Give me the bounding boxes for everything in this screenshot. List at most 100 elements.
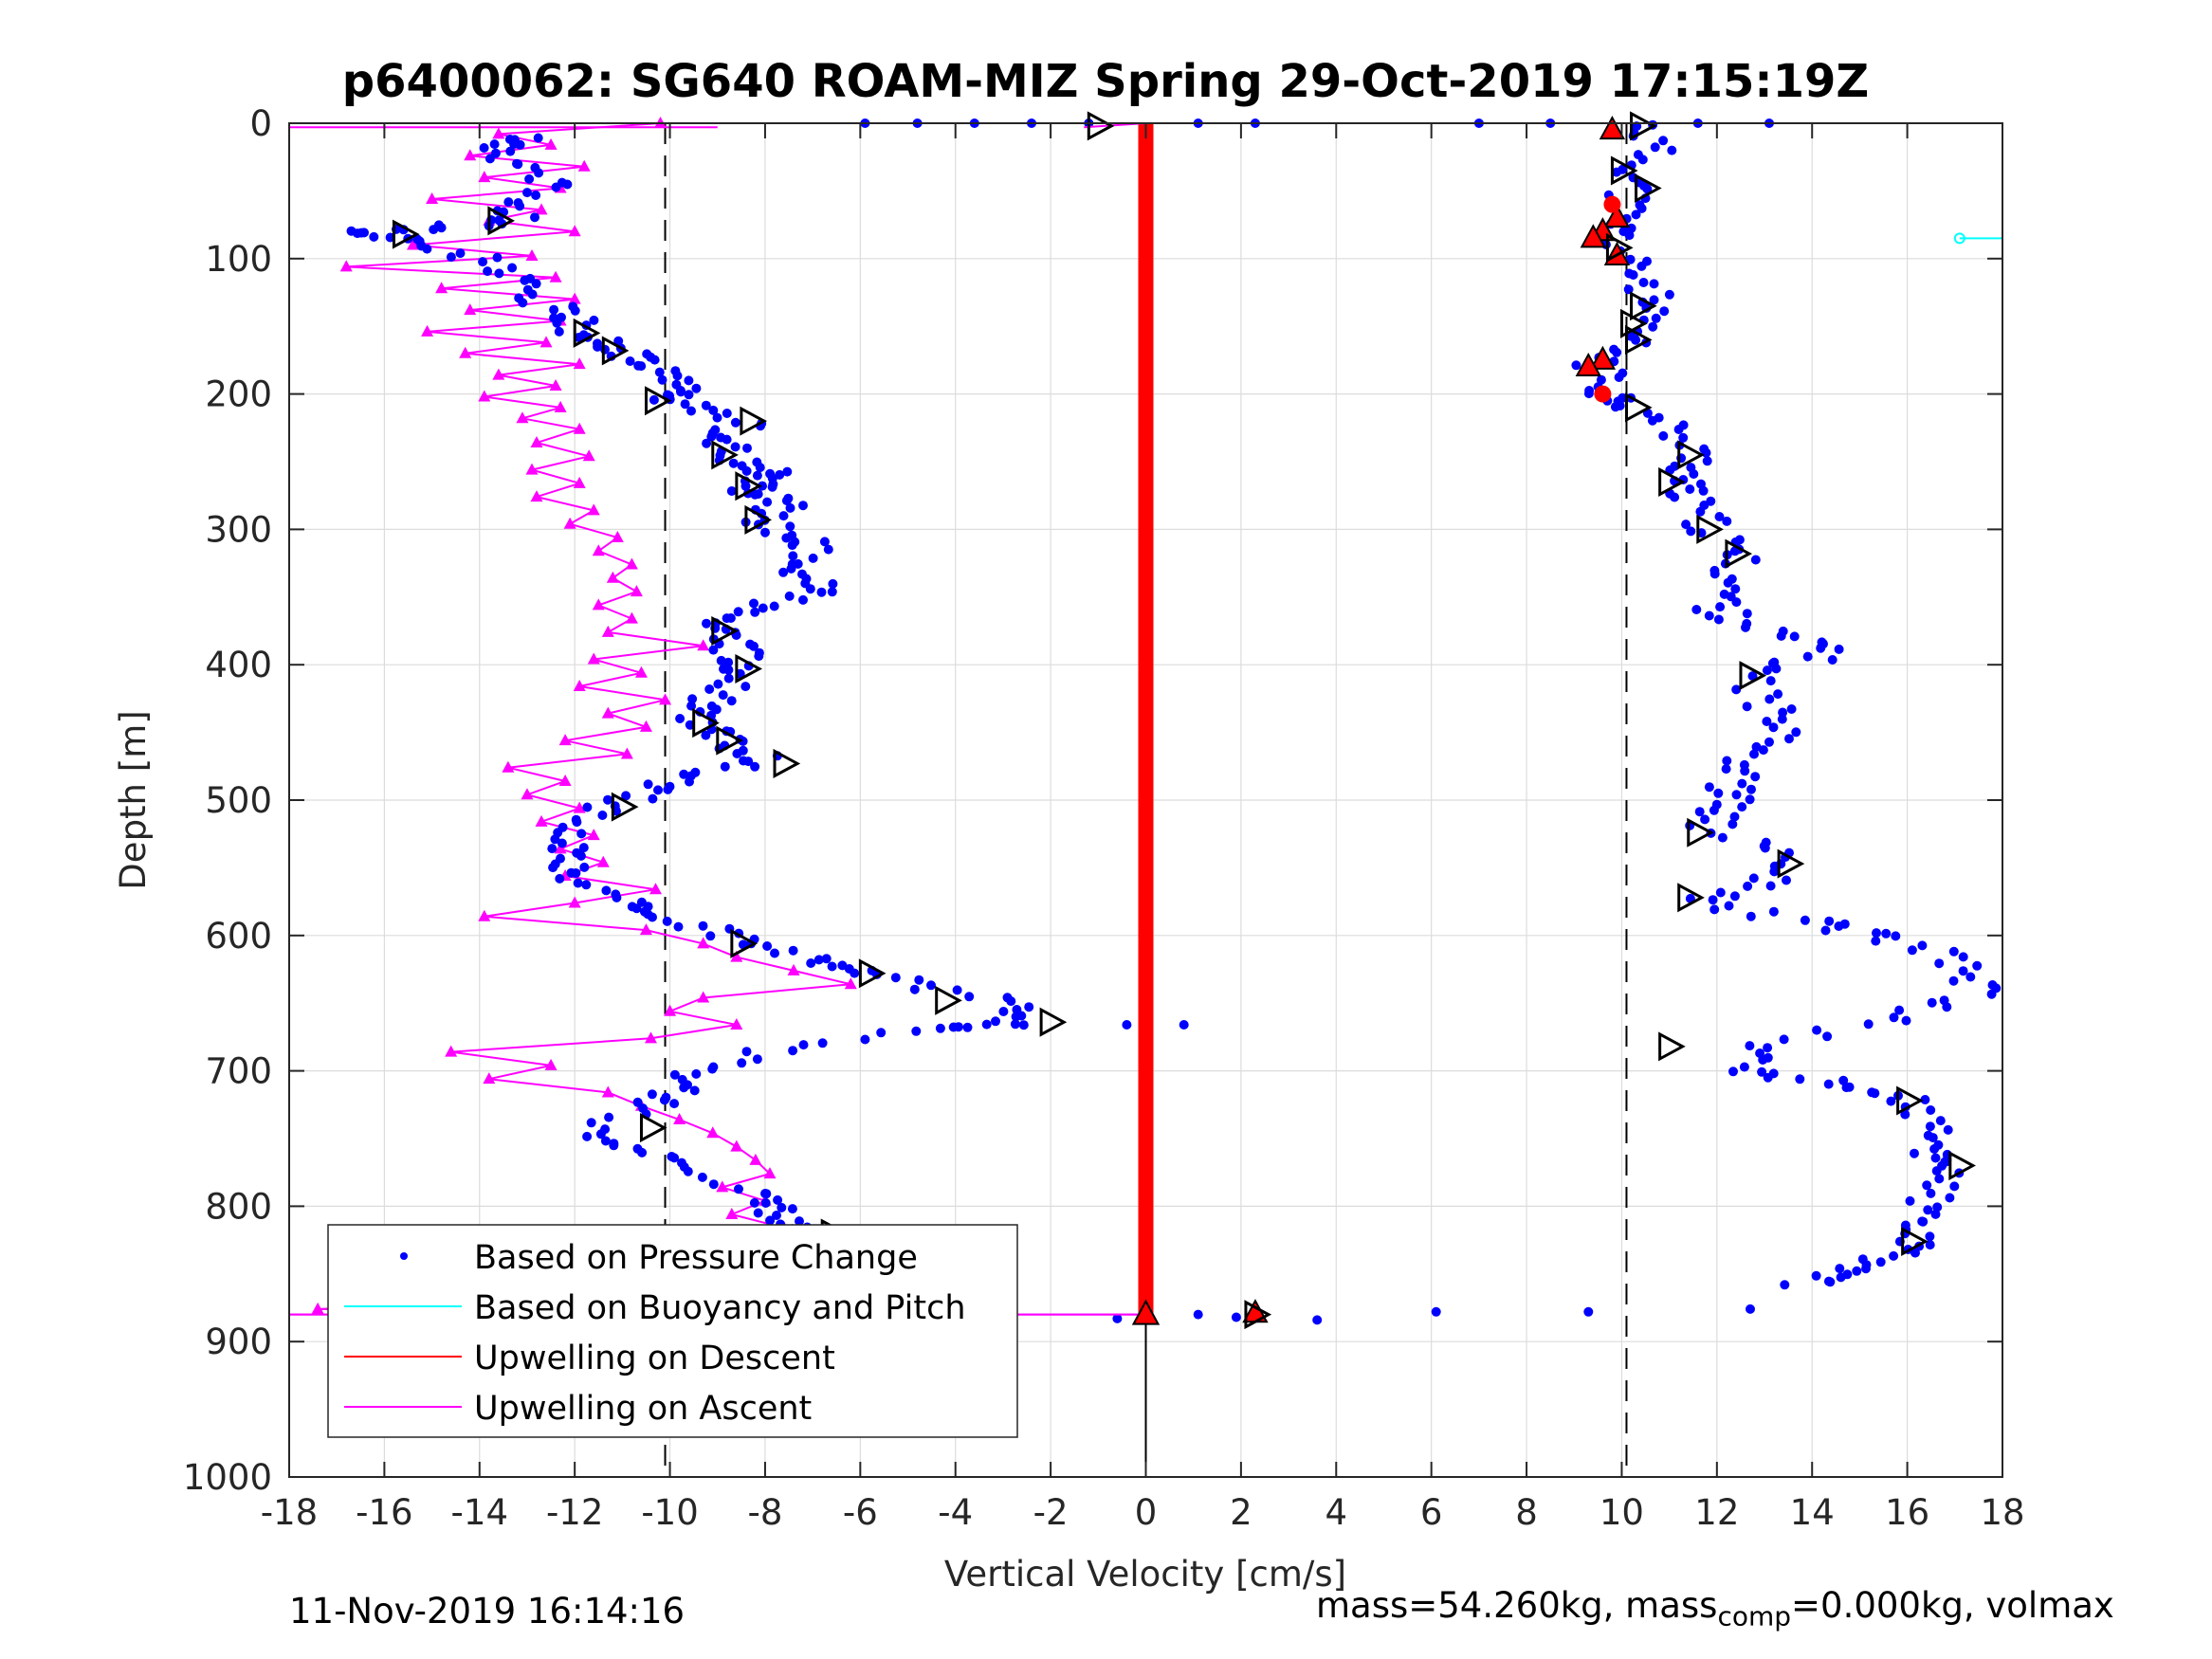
pressure-dot bbox=[612, 892, 622, 902]
y-tick-label: 800 bbox=[205, 1186, 272, 1227]
pressure-dot bbox=[1762, 665, 1772, 676]
pressure-dot bbox=[814, 955, 824, 965]
open-triangle-marker bbox=[1610, 155, 1638, 186]
pressure-dot bbox=[1708, 895, 1718, 905]
pressure-dot bbox=[1822, 1031, 1833, 1042]
pressure-dot bbox=[1731, 790, 1742, 800]
pressure-dot bbox=[1728, 1066, 1738, 1077]
pressure-dot bbox=[1624, 230, 1635, 241]
ascent-triangle-marker bbox=[573, 422, 586, 434]
open-triangle-marker bbox=[487, 206, 516, 236]
pressure-dot bbox=[1709, 904, 1720, 915]
chart-title: p6400062: SG640 ROAM-MIZ Spring 29-Oct-2… bbox=[342, 55, 1869, 108]
ascent-triangle-marker bbox=[549, 270, 562, 283]
pressure-dot bbox=[573, 878, 583, 888]
pressure-dot bbox=[1709, 805, 1719, 815]
pressure-dot bbox=[1776, 630, 1786, 641]
pressure-dot bbox=[684, 390, 694, 400]
ascent-triangle-marker bbox=[664, 1004, 677, 1016]
x-tick-label: -4 bbox=[938, 1492, 973, 1533]
ascent-triangle-marker bbox=[587, 829, 600, 841]
ascent-triangle-marker bbox=[445, 1045, 458, 1057]
pressure-dot bbox=[773, 1194, 783, 1205]
ascent-triangle-marker bbox=[639, 923, 652, 936]
pressure-dot bbox=[1852, 1266, 1862, 1276]
ascent-triangle-marker bbox=[716, 1180, 729, 1193]
ascent-triangle-marker bbox=[573, 801, 586, 813]
pressure-dot bbox=[806, 958, 816, 968]
pressure-dot bbox=[1631, 210, 1641, 220]
pressure-dot bbox=[369, 231, 379, 242]
footer-mass-info: mass=54.260kg, masscomp=0.000kg, volmax bbox=[1316, 1585, 2114, 1632]
ascent-triangle-marker bbox=[459, 346, 472, 358]
pressure-dot bbox=[728, 458, 739, 468]
ascent-triangle-marker bbox=[544, 137, 558, 150]
pressure-dot bbox=[1875, 1257, 1886, 1267]
pressure-dot bbox=[1700, 814, 1710, 825]
pressure-dot bbox=[557, 838, 567, 848]
pressure-dot bbox=[1728, 819, 1738, 830]
pressure-dot bbox=[684, 375, 694, 386]
pressure-dot bbox=[522, 188, 532, 198]
pressure-dot bbox=[821, 954, 832, 964]
pressure-dot bbox=[749, 1197, 759, 1208]
open-triangle-marker bbox=[935, 985, 962, 1015]
ascent-triangle-marker bbox=[311, 1302, 324, 1314]
pressure-dot bbox=[648, 912, 657, 922]
pressure-dot bbox=[1872, 928, 1881, 939]
pressure-dot bbox=[1649, 279, 1659, 289]
pressure-dot bbox=[531, 191, 541, 200]
pressure-dot bbox=[1923, 1205, 1933, 1215]
pressure-dot bbox=[1926, 1105, 1936, 1115]
pressure-dot bbox=[574, 333, 584, 342]
pressure-dot bbox=[1834, 921, 1844, 931]
pressure-dot bbox=[732, 749, 742, 758]
pressure-dot bbox=[548, 863, 558, 873]
pressure-dot bbox=[1678, 432, 1689, 443]
pressure-dot bbox=[722, 613, 732, 624]
pressure-dot bbox=[1746, 911, 1756, 921]
pressure-dot bbox=[595, 1129, 606, 1139]
ascent-triangle-marker bbox=[478, 171, 491, 183]
pressure-dot bbox=[429, 225, 439, 235]
pressure-dot bbox=[707, 1064, 718, 1074]
pressure-dot bbox=[698, 921, 708, 931]
pressure-dot bbox=[1686, 526, 1696, 537]
pressure-dot bbox=[1730, 584, 1741, 594]
pressure-dot bbox=[1714, 512, 1725, 521]
ascent-triangle-marker bbox=[539, 336, 553, 348]
ascent-triangle-marker bbox=[730, 950, 743, 962]
ascent-triangle-marker bbox=[521, 788, 534, 800]
pressure-dot bbox=[1901, 1015, 1911, 1026]
ascent-triangle-marker bbox=[573, 476, 586, 488]
pressure-dot bbox=[1018, 1020, 1029, 1030]
pressure-dot bbox=[909, 984, 920, 994]
open-triangle-marker bbox=[1687, 817, 1714, 848]
pressure-dot bbox=[788, 551, 798, 561]
pressure-dot bbox=[686, 406, 696, 416]
pressure-dot bbox=[601, 885, 612, 896]
pressure-dot bbox=[1431, 1306, 1441, 1317]
pressure-dot bbox=[582, 802, 593, 812]
pressure-dot bbox=[752, 470, 762, 481]
ascent-triangle-marker bbox=[673, 1113, 686, 1125]
pressure-dot bbox=[1763, 1043, 1773, 1053]
y-tick-label: 100 bbox=[205, 239, 272, 280]
pressure-dot bbox=[798, 594, 808, 605]
pressure-dot bbox=[530, 212, 539, 223]
legend: Based on Pressure Change Based on Buoyanc… bbox=[327, 1224, 1018, 1438]
pressure-dot bbox=[586, 1118, 596, 1128]
pressure-dot bbox=[1731, 597, 1742, 608]
y-tick-label: 600 bbox=[205, 916, 272, 957]
pressure-dot bbox=[734, 1184, 743, 1194]
pressure-dot bbox=[1905, 1195, 1915, 1206]
pressure-dot bbox=[730, 417, 740, 428]
ascent-triangle-marker bbox=[625, 557, 638, 570]
pressure-dot bbox=[1769, 866, 1780, 877]
pressure-dot bbox=[781, 533, 792, 543]
pressure-dot bbox=[741, 465, 752, 476]
pressure-dot bbox=[702, 438, 712, 448]
pressure-dot bbox=[1907, 945, 1917, 956]
pressure-dot bbox=[785, 502, 795, 513]
pressure-dot bbox=[1910, 1148, 1919, 1158]
